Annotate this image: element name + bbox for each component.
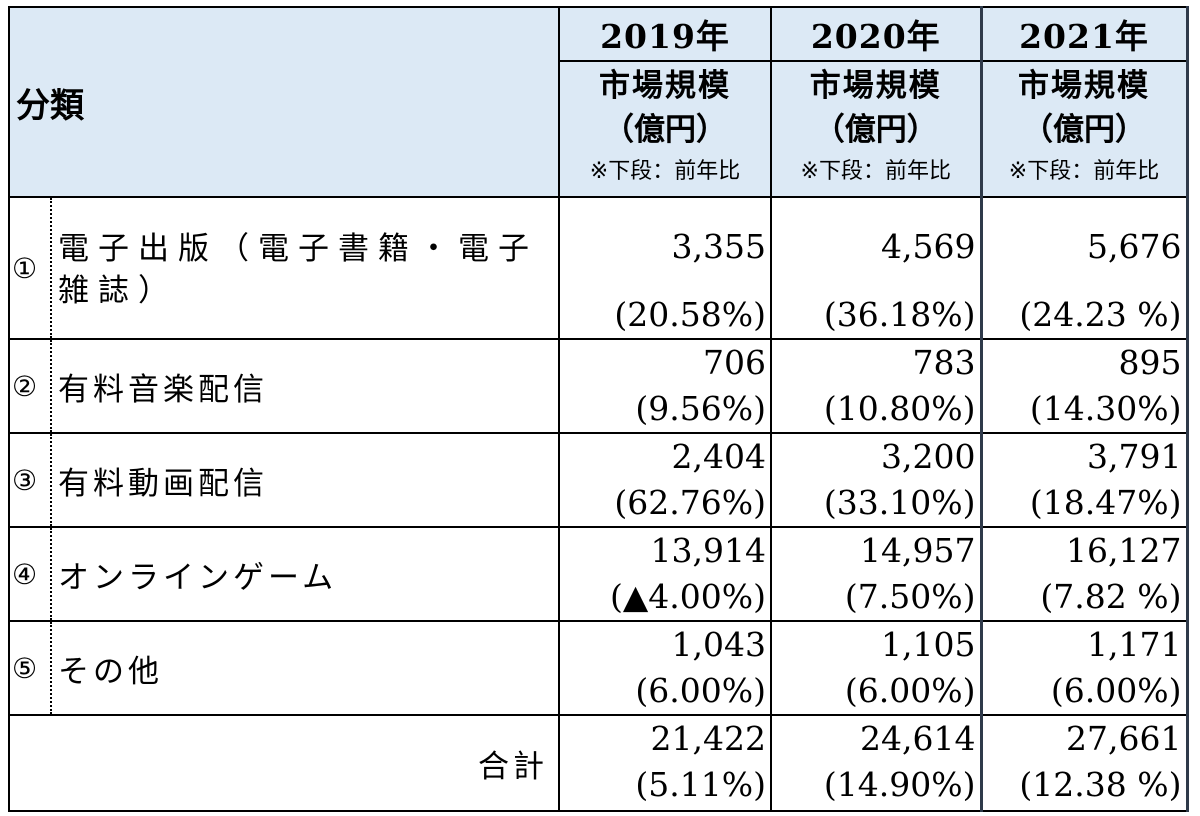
- row-mark: ①: [8, 196, 52, 340]
- value-cell: 14,957 (7.50%): [770, 526, 982, 622]
- year-header-2021: 2021年: [979, 6, 1189, 62]
- row-name: その他: [51, 620, 560, 716]
- metric-header-2021: 市場規模 （億円） ※下段：前年比: [979, 60, 1189, 198]
- row-name: 電子出版（電子書籍・電子雑誌）: [51, 196, 560, 340]
- table-row: ② 有料音楽配信 706 (9.56%) 783 (10.80%) 895 (14.3…: [8, 338, 1189, 434]
- year-header-2019: 2019年: [558, 6, 772, 62]
- table-row: ⑤ その他 1,043 (6.00%) 1,105 (6.00%) 1,171 (6.…: [8, 620, 1189, 716]
- row-name: オンラインゲーム: [51, 526, 560, 622]
- value-cell: 13,914 (▲4.00%): [558, 526, 772, 622]
- total-value-cell: 21,422 (5.11%): [558, 714, 772, 812]
- total-value-cell: 24,614 (14.90%): [770, 714, 982, 812]
- value-cell: 2,404 (62.76%): [558, 432, 772, 528]
- year-header-2020: 2020年: [770, 6, 982, 62]
- table-row: ③ 有料動画配信 2,404 (62.76%) 3,200 (33.10%) 3,7…: [8, 432, 1189, 528]
- row-mark: ③: [8, 432, 52, 528]
- metric-header-2020: 市場規模 （億円） ※下段：前年比: [770, 60, 982, 198]
- total-row: 合計 21,422 (5.11%) 24,614 (14.90%) 27,661 (1…: [8, 714, 1189, 812]
- value-cell: 3,791 (18.47%): [979, 432, 1189, 528]
- value-cell: 3,355 (20.58%): [558, 196, 772, 340]
- metric-header-2019: 市場規模 （億円） ※下段：前年比: [558, 60, 772, 198]
- value-cell: 3,200 (33.10%): [770, 432, 982, 528]
- total-value-cell: 27,661 (12.38 %): [979, 714, 1189, 812]
- value-cell: 1,043 (6.00%): [558, 620, 772, 716]
- row-mark: ②: [8, 338, 52, 434]
- table-row: ① 電子出版（電子書籍・電子雑誌） 3,355 (20.58%) 4,569 (36…: [8, 196, 1189, 340]
- value-cell: 1,105 (6.00%): [770, 620, 982, 716]
- table-row: ④ オンラインゲーム 13,914 (▲4.00%) 14,957 (7.50%) …: [8, 526, 1189, 622]
- value-cell: 706 (9.56%): [558, 338, 772, 434]
- value-cell: 783 (10.80%): [770, 338, 982, 434]
- value-cell: 4,569 (36.18%): [770, 196, 982, 340]
- value-cell: 1,171 (6.00%): [979, 620, 1189, 716]
- value-cell: 895 (14.30%): [979, 338, 1189, 434]
- value-cell: 5,676 (24.23 %): [979, 196, 1189, 340]
- row-mark: ④: [8, 526, 52, 622]
- row-name: 有料動画配信: [51, 432, 560, 528]
- value-cell: 16,127 (7.82 %): [979, 526, 1189, 622]
- total-label: 合計: [8, 714, 560, 812]
- category-header: 分類: [8, 6, 560, 198]
- row-mark: ⑤: [8, 620, 52, 716]
- market-size-table: 分類 2019年 2020年 2021年 市場規模 （億円） ※下段：前年比 市…: [8, 6, 1189, 812]
- row-name: 有料音楽配信: [51, 338, 560, 434]
